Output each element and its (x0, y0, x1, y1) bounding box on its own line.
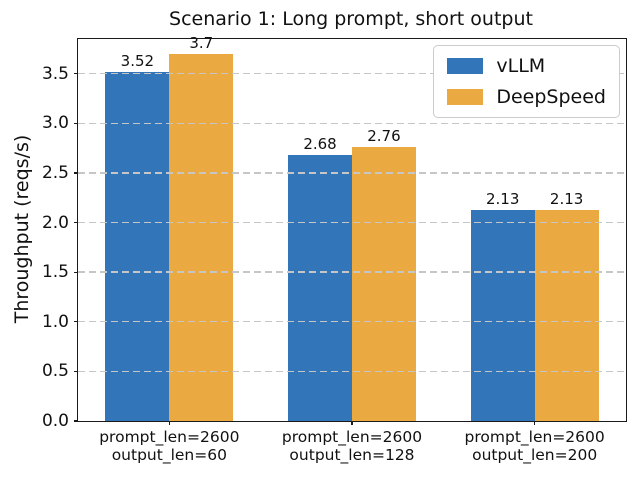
y-tick-label: 3.5 (41, 63, 69, 84)
gridline-1.0 (78, 321, 626, 323)
y-tick-mark (74, 321, 78, 323)
bar-value-label: 2.13 (485, 189, 520, 208)
bar-vllm-1 (288, 155, 352, 421)
y-tick-mark (74, 172, 78, 174)
y-tick-label: 1.0 (41, 311, 69, 332)
vllm-color-swatch (447, 58, 484, 74)
y-tick-label: 0.5 (41, 361, 69, 382)
legend-item-vllm: vLLM (447, 55, 606, 77)
x-tick-mark (168, 421, 170, 425)
y-tick-mark (74, 370, 78, 373)
y-tick-mark (74, 73, 78, 75)
x-tick-label: prompt_len=2600 output_len=128 (281, 428, 423, 465)
x-tick-label: prompt_len=2600 output_len=200 (464, 428, 605, 465)
x-tick-label: prompt_len=2600 output_len=60 (99, 428, 240, 465)
bar-vllm-2 (470, 209, 535, 421)
gridline-3.0 (78, 122, 626, 125)
y-tick-label: 3.0 (41, 113, 69, 134)
y-axis-label: Throughput (reqs/s) (11, 134, 33, 324)
y-tick-mark (74, 221, 78, 224)
chart-title: Scenario 1: Long prompt, short output (169, 8, 533, 30)
y-tick-mark (74, 420, 78, 422)
y-tick-label: 0.0 (41, 411, 69, 431)
gridline-2.5 (78, 172, 626, 174)
legend-label-deepspeed: DeepSpeed (496, 86, 606, 108)
y-tick-label: 2.0 (41, 212, 69, 233)
x-tick-mark (534, 421, 536, 425)
bar-value-label: 2.13 (549, 189, 584, 208)
plot-area: vLLM DeepSpeed 3.52 2.68 2.13 3.7 2.76 2.13 0.… (42, 34, 627, 464)
gridline-2.0 (78, 221, 626, 224)
deepspeed-color-swatch (447, 89, 484, 105)
y-tick-label: 1.5 (41, 262, 69, 283)
y-tick-mark (74, 271, 78, 273)
bar-deepspeed-1 (352, 147, 416, 421)
y-tick-mark (74, 122, 78, 124)
bar-vllm-0 (105, 71, 170, 421)
bar-value-label: 2.76 (367, 127, 401, 146)
y-tick-label: 2.5 (41, 162, 69, 183)
bar-deepspeed-2 (534, 209, 599, 421)
x-tick-mark (351, 421, 353, 425)
legend-item-deepspeed: DeepSpeed (447, 86, 606, 108)
legend-label-vllm: vLLM (496, 55, 546, 77)
gridline-0.5 (78, 370, 626, 373)
bar-deepspeed-0 (169, 53, 234, 421)
gridline-1.5 (78, 271, 626, 273)
bar-value-label: 3.52 (120, 51, 155, 70)
legend: vLLM DeepSpeed (433, 45, 620, 118)
bar-value-label: 3.7 (189, 33, 214, 52)
bar-value-label: 2.68 (303, 135, 337, 154)
gridline-3.5 (78, 73, 626, 75)
